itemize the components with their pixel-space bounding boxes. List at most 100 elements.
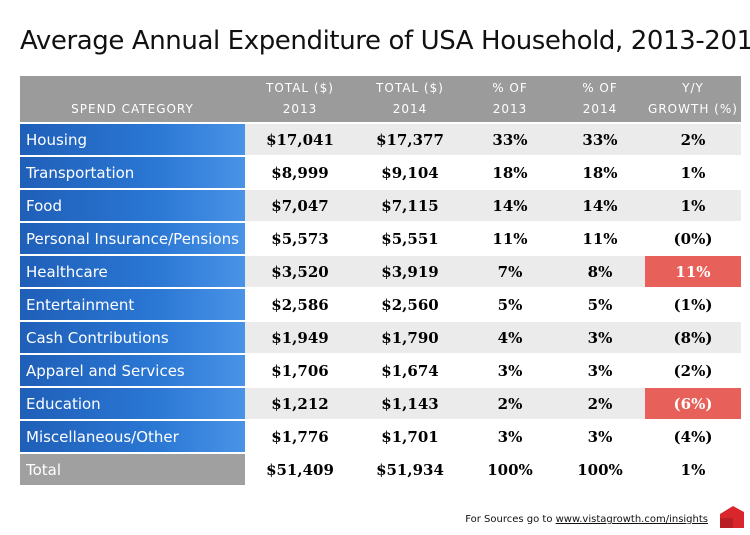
table-row: Transportation $8,999 $9,104 18% 18% 1% xyxy=(20,157,741,188)
total-2014-cell: $1,790 xyxy=(355,322,465,353)
table-row: Apparel and Services $1,706 $1,674 3% 3% (2%) xyxy=(20,355,741,386)
total-2014-cell: $1,674 xyxy=(355,355,465,386)
total-2014-cell: $5,551 xyxy=(355,223,465,254)
total-2013-cell: $3,520 xyxy=(245,256,355,287)
pct-2013-cell: 3% xyxy=(465,355,555,386)
yy-growth-cell: (6%) xyxy=(645,388,741,419)
yy-growth-cell: 2% xyxy=(645,124,741,155)
chart-title: Average Annual Expenditure of USA Househ… xyxy=(20,26,750,56)
total-2013-cell: $51,409 xyxy=(245,454,355,485)
total-2013-cell: $1,776 xyxy=(245,421,355,452)
table-row: Healthcare $3,520 $3,919 7% 8% 11% xyxy=(20,256,741,287)
column-header-pct-2014: % OF 2014 xyxy=(555,76,645,122)
yy-growth-cell: (0%) xyxy=(645,223,741,254)
category-label: Healthcare xyxy=(20,256,245,287)
total-2013-cell: $8,999 xyxy=(245,157,355,188)
sources-link[interactable]: www.vistagrowth.com/insights xyxy=(555,514,708,525)
pct-2014-cell: 3% xyxy=(555,421,645,452)
category-label: Apparel and Services xyxy=(20,355,245,386)
table-row: Housing $17,041 $17,377 33% 33% 2% xyxy=(20,124,741,155)
total-2013-cell: $1,706 xyxy=(245,355,355,386)
total-2013-cell: $1,212 xyxy=(245,388,355,419)
total-2013-cell: $17,041 xyxy=(245,124,355,155)
table-row: Education $1,212 $1,143 2% 2% (6%) xyxy=(20,388,741,419)
pct-2013-cell: 18% xyxy=(465,157,555,188)
pct-2013-cell: 11% xyxy=(465,223,555,254)
column-header-total-2014: TOTAL ($) 2014 xyxy=(355,76,465,122)
pct-2013-cell: 5% xyxy=(465,289,555,320)
category-label: Entertainment xyxy=(20,289,245,320)
column-header-line2: 2013 xyxy=(492,102,528,116)
column-header-line1: TOTAL ($) xyxy=(376,81,444,95)
table-row: Entertainment $2,586 $2,560 5% 5% (1%) xyxy=(20,289,741,320)
vistagrowth-logo-icon xyxy=(720,506,744,528)
column-header-line2: 2014 xyxy=(582,102,618,116)
pct-2014-cell: 11% xyxy=(555,223,645,254)
column-header-line1: TOTAL ($) xyxy=(266,81,334,95)
yy-growth-cell: (4%) xyxy=(645,421,741,452)
pct-2013-cell: 100% xyxy=(465,454,555,485)
category-label: Food xyxy=(20,190,245,221)
column-header-category: SPEND CATEGORY xyxy=(20,76,245,122)
pct-2014-cell: 3% xyxy=(555,355,645,386)
total-2014-cell: $1,701 xyxy=(355,421,465,452)
pct-2013-cell: 2% xyxy=(465,388,555,419)
total-2013-cell: $5,573 xyxy=(245,223,355,254)
pct-2013-cell: 7% xyxy=(465,256,555,287)
column-header-yy-growth: Y/Y GROWTH (%) xyxy=(645,76,741,122)
total-2014-cell: $17,377 xyxy=(355,124,465,155)
column-header-line2: 2014 xyxy=(392,102,428,116)
pct-2013-cell: 4% xyxy=(465,322,555,353)
column-header-line2: 2013 xyxy=(282,102,318,116)
category-label: Miscellaneous/Other xyxy=(20,421,245,452)
pct-2013-cell: 33% xyxy=(465,124,555,155)
pct-2013-cell: 3% xyxy=(465,421,555,452)
category-label: Transportation xyxy=(20,157,245,188)
yy-growth-cell: 1% xyxy=(645,190,741,221)
category-label: Cash Contributions xyxy=(20,322,245,353)
yy-growth-cell: 1% xyxy=(645,454,741,485)
total-row: Total $51,409 $51,934 100% 100% 1% xyxy=(20,454,741,485)
yy-growth-cell: (8%) xyxy=(645,322,741,353)
column-header-pct-2013: % OF 2013 xyxy=(465,76,555,122)
column-header-line1: % OF xyxy=(492,81,528,95)
pct-2014-cell: 2% xyxy=(555,388,645,419)
expenditure-table: SPEND CATEGORY TOTAL ($) 2013 TOTAL ($) 2014… xyxy=(20,74,741,487)
category-label: Personal Insurance/Pensions xyxy=(20,223,245,254)
table-row: Personal Insurance/Pensions $5,573 $5,551 1… xyxy=(20,223,741,254)
total-2014-cell: $7,115 xyxy=(355,190,465,221)
column-header-line2: SPEND CATEGORY xyxy=(71,102,194,116)
footer-prefix: For Sources go to xyxy=(465,514,556,525)
pct-2014-cell: 8% xyxy=(555,256,645,287)
total-2014-cell: $2,560 xyxy=(355,289,465,320)
total-2014-cell: $1,143 xyxy=(355,388,465,419)
pct-2014-cell: 18% xyxy=(555,157,645,188)
column-header-line1: % OF xyxy=(582,81,618,95)
pct-2014-cell: 33% xyxy=(555,124,645,155)
yy-growth-cell: 1% xyxy=(645,157,741,188)
table-body: Housing $17,041 $17,377 33% 33% 2% Transportat… xyxy=(20,124,741,485)
category-label: Housing xyxy=(20,124,245,155)
table-row: Cash Contributions $1,949 $1,790 4% 3% (8%) xyxy=(20,322,741,353)
total-2013-cell: $7,047 xyxy=(245,190,355,221)
pct-2014-cell: 5% xyxy=(555,289,645,320)
sources-footer: For Sources go to www.vistagrowth.com/in… xyxy=(465,514,708,525)
pct-2014-cell: 14% xyxy=(555,190,645,221)
yy-growth-cell: 11% xyxy=(645,256,741,287)
pct-2013-cell: 14% xyxy=(465,190,555,221)
column-header-line2: GROWTH (%) xyxy=(648,102,738,116)
total-2013-cell: $2,586 xyxy=(245,289,355,320)
total-2013-cell: $1,949 xyxy=(245,322,355,353)
pct-2014-cell: 100% xyxy=(555,454,645,485)
category-label: Education xyxy=(20,388,245,419)
total-2014-cell: $3,919 xyxy=(355,256,465,287)
column-header-line1: Y/Y xyxy=(682,81,704,95)
table-header-row: SPEND CATEGORY TOTAL ($) 2013 TOTAL ($) 2014… xyxy=(20,76,741,122)
total-2014-cell: $51,934 xyxy=(355,454,465,485)
table-row: Miscellaneous/Other $1,776 $1,701 3% 3% (4%) xyxy=(20,421,741,452)
pct-2014-cell: 3% xyxy=(555,322,645,353)
total-2014-cell: $9,104 xyxy=(355,157,465,188)
column-header-total-2013: TOTAL ($) 2013 xyxy=(245,76,355,122)
yy-growth-cell: (1%) xyxy=(645,289,741,320)
total-label: Total xyxy=(20,454,245,485)
